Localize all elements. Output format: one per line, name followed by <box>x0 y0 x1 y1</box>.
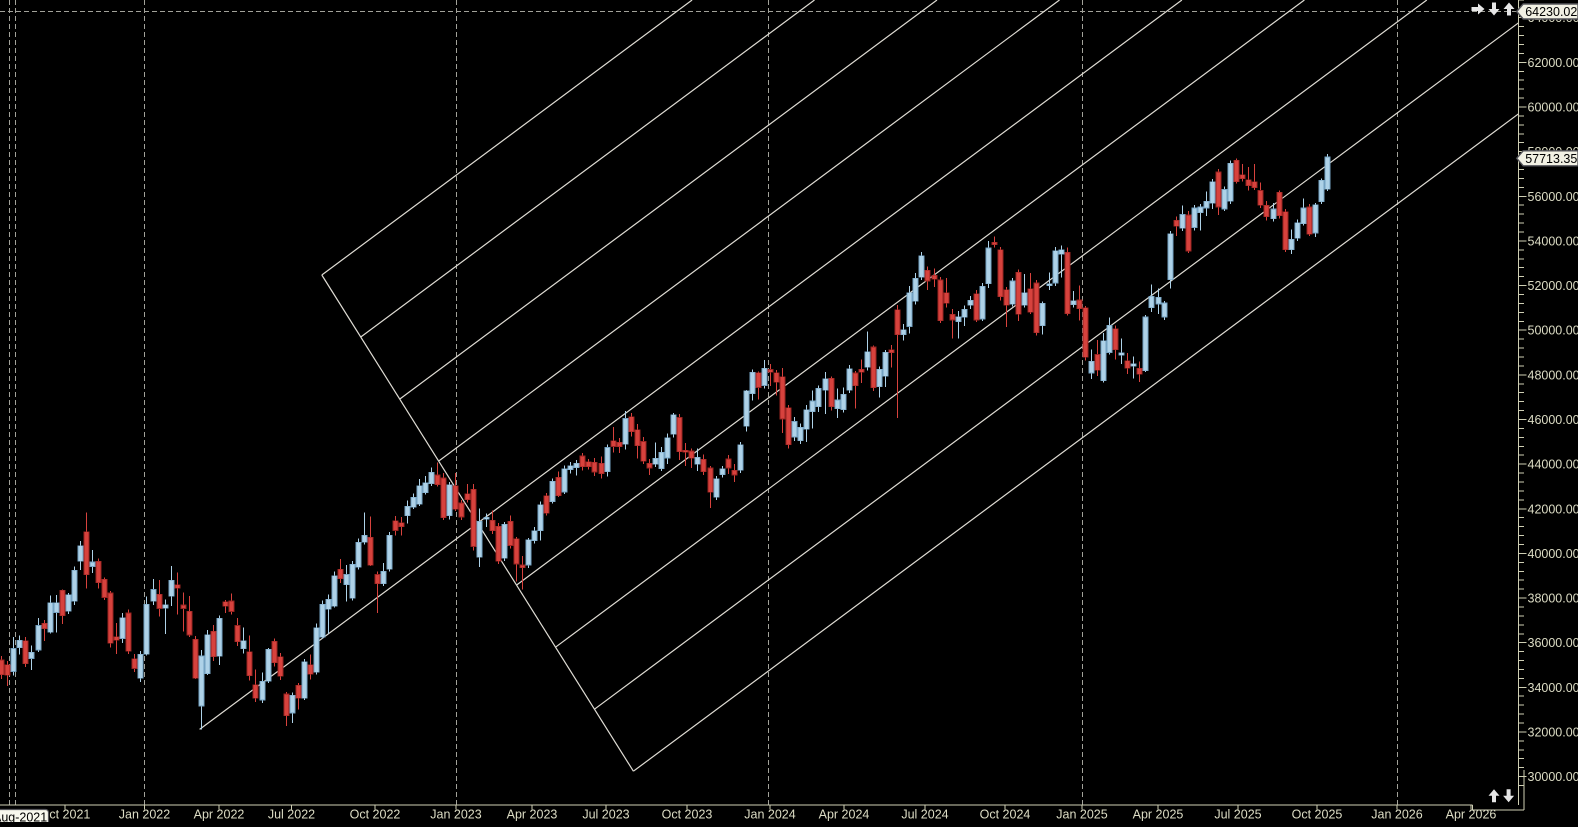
svg-text:Jan 2024: Jan 2024 <box>744 808 795 822</box>
svg-text:Apr 2024: Apr 2024 <box>819 808 870 822</box>
svg-text:40000.00: 40000.00 <box>1528 547 1578 561</box>
svg-text:Jan 2022: Jan 2022 <box>119 808 170 822</box>
svg-text:50000.00: 50000.00 <box>1528 324 1578 338</box>
svg-text:44000.00: 44000.00 <box>1528 458 1578 472</box>
svg-text:Apr 2026: Apr 2026 <box>1446 808 1497 822</box>
svg-text:Apr 2025: Apr 2025 <box>1133 808 1184 822</box>
svg-text:54000.00: 54000.00 <box>1528 234 1578 248</box>
svg-text:Jul 2025: Jul 2025 <box>1214 808 1261 822</box>
svg-text:Jul 2024: Jul 2024 <box>901 808 948 822</box>
svg-text:Jan 2023: Jan 2023 <box>430 808 481 822</box>
svg-text:Oct 2022: Oct 2022 <box>350 808 401 822</box>
svg-text:64230.02: 64230.02 <box>1525 5 1577 19</box>
svg-text:57713.35: 57713.35 <box>1525 152 1577 166</box>
svg-text:Jan 2026: Jan 2026 <box>1371 808 1422 822</box>
svg-text:30000.00: 30000.00 <box>1528 770 1578 784</box>
svg-text:60000.00: 60000.00 <box>1528 101 1578 115</box>
svg-text:48000.00: 48000.00 <box>1528 368 1578 382</box>
svg-text:Jan 2025: Jan 2025 <box>1056 808 1107 822</box>
svg-text:52000.00: 52000.00 <box>1528 279 1578 293</box>
svg-text:Jul 2022: Jul 2022 <box>268 808 315 822</box>
svg-text:32000.00: 32000.00 <box>1528 726 1578 740</box>
svg-text:36000.00: 36000.00 <box>1528 636 1578 650</box>
svg-text:Apr 2022: Apr 2022 <box>194 808 245 822</box>
svg-text:56000.00: 56000.00 <box>1528 190 1578 204</box>
svg-text:62000.00: 62000.00 <box>1528 56 1578 70</box>
svg-text:46000.00: 46000.00 <box>1528 413 1578 427</box>
svg-text:38000.00: 38000.00 <box>1528 592 1578 606</box>
svg-text:Jul 2023: Jul 2023 <box>582 808 629 822</box>
svg-text:Aug-2021: Aug-2021 <box>0 811 47 823</box>
svg-text:Oct 2025: Oct 2025 <box>1292 808 1343 822</box>
svg-text:Apr 2023: Apr 2023 <box>507 808 558 822</box>
svg-text:Oct 2023: Oct 2023 <box>662 808 713 822</box>
svg-text:34000.00: 34000.00 <box>1528 681 1578 695</box>
svg-text:Oct 2024: Oct 2024 <box>980 808 1031 822</box>
svg-text:42000.00: 42000.00 <box>1528 502 1578 516</box>
